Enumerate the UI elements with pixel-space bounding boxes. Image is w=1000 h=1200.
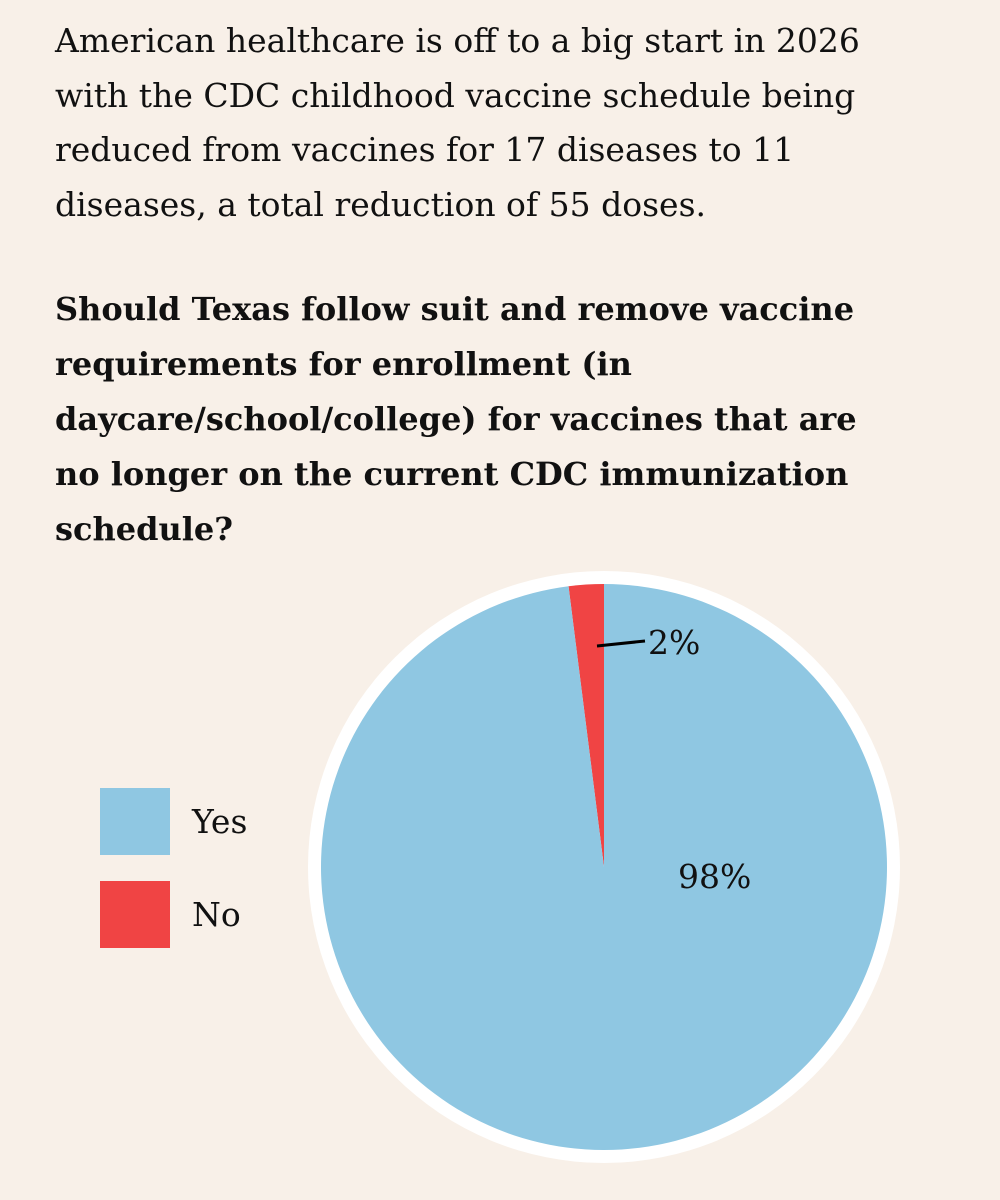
question-line: schedule? bbox=[55, 510, 234, 548]
pie-slice-yes bbox=[320, 584, 887, 1150]
label-leader-line bbox=[596, 639, 646, 648]
legend-label-yes: Yes bbox=[192, 802, 248, 841]
legend-label-no: No bbox=[192, 895, 241, 934]
question-line: requirements for enrollment (in bbox=[55, 345, 632, 383]
legend-item-yes: Yes bbox=[100, 788, 247, 855]
intro-line: with the CDC childhood vaccine schedule … bbox=[55, 75, 856, 115]
intro-line: American healthcare is off to a big star… bbox=[55, 21, 860, 60]
question-line: Should Texas follow suit and remove vacc… bbox=[55, 290, 855, 328]
question-line: no longer on the current CDC immunizatio… bbox=[55, 455, 849, 493]
legend-item-no: No bbox=[100, 881, 241, 948]
question-line: daycare/school/college) for vaccines tha… bbox=[55, 400, 857, 438]
data-label-yes: 98% bbox=[678, 857, 751, 896]
intro-line: diseases, a total reduction of 55 doses. bbox=[55, 184, 706, 224]
question-text: Should Texas follow suit and remove vacc… bbox=[55, 282, 857, 557]
pie-slice-no bbox=[568, 584, 604, 867]
intro-line: reduced from vaccines for 17 diseases to… bbox=[55, 130, 795, 169]
data-label-no: 2% bbox=[648, 623, 700, 662]
legend-swatch-no bbox=[100, 881, 170, 948]
legend-swatch-yes bbox=[100, 788, 170, 855]
intro-text: American healthcare is off to a big star… bbox=[55, 14, 860, 232]
